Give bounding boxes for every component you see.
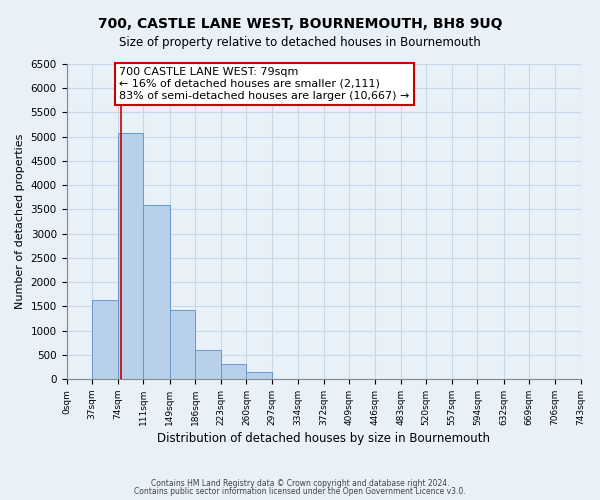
Text: Contains HM Land Registry data © Crown copyright and database right 2024.: Contains HM Land Registry data © Crown c… bbox=[151, 478, 449, 488]
X-axis label: Distribution of detached houses by size in Bournemouth: Distribution of detached houses by size … bbox=[157, 432, 490, 445]
Bar bbox=[92, 300, 118, 379]
Bar bbox=[221, 364, 247, 379]
Text: 700 CASTLE LANE WEST: 79sqm
← 16% of detached houses are smaller (2,111)
83% of : 700 CASTLE LANE WEST: 79sqm ← 16% of det… bbox=[119, 68, 409, 100]
Bar bbox=[195, 350, 221, 379]
Bar bbox=[170, 310, 195, 379]
Bar bbox=[143, 206, 170, 379]
Y-axis label: Number of detached properties: Number of detached properties bbox=[15, 134, 25, 309]
Text: 700, CASTLE LANE WEST, BOURNEMOUTH, BH8 9UQ: 700, CASTLE LANE WEST, BOURNEMOUTH, BH8 … bbox=[98, 18, 502, 32]
Bar bbox=[118, 133, 143, 379]
Text: Size of property relative to detached houses in Bournemouth: Size of property relative to detached ho… bbox=[119, 36, 481, 49]
Bar bbox=[247, 372, 272, 379]
Text: Contains public sector information licensed under the Open Government Licence v3: Contains public sector information licen… bbox=[134, 487, 466, 496]
